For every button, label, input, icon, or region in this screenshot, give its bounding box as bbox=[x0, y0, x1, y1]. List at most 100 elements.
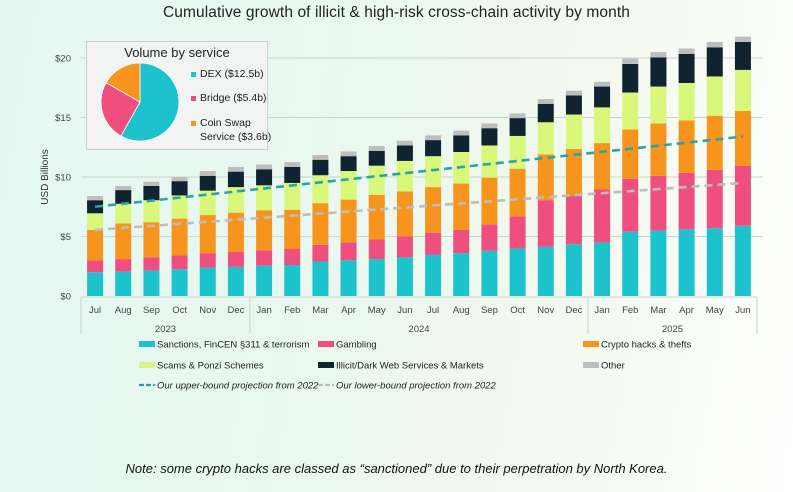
bar-segment bbox=[312, 159, 329, 176]
legend-item: Our upper-bound projection from 2022 bbox=[139, 381, 319, 392]
y-tick-label: $0 bbox=[60, 292, 71, 303]
bar-segment bbox=[284, 248, 301, 266]
legend-item: Illicit/Dark Web Services & Markets bbox=[318, 361, 484, 372]
bar-segment bbox=[340, 260, 357, 296]
bar-segment bbox=[227, 251, 244, 267]
x-tick-label: Jan bbox=[256, 305, 271, 316]
bar-segment bbox=[368, 146, 385, 151]
legend-swatch bbox=[139, 362, 155, 368]
bar-segment bbox=[368, 150, 385, 166]
bar-segment bbox=[312, 154, 329, 160]
bar-segment bbox=[537, 246, 554, 296]
legend-item: Gambling bbox=[318, 340, 377, 351]
bar-stack bbox=[312, 154, 329, 296]
bar-stack bbox=[425, 135, 442, 296]
projection-line bbox=[94, 135, 744, 209]
legend-item: Sanctions, FinCEN §311 & terrorism bbox=[139, 340, 309, 351]
bar-segment bbox=[143, 185, 160, 201]
bar-segment bbox=[706, 228, 723, 296]
pie-legend-label: Bridge ($5.4b) bbox=[200, 92, 267, 104]
bar-segment bbox=[734, 69, 751, 111]
x-tick-label: Mar bbox=[312, 305, 328, 316]
legend-label: Gambling bbox=[336, 340, 377, 351]
bar-segment bbox=[509, 113, 526, 119]
bar-stack bbox=[227, 166, 244, 296]
bar-segment bbox=[396, 236, 413, 258]
bar-segment bbox=[537, 122, 554, 155]
pie-legend-swatch bbox=[191, 96, 196, 101]
x-tick-label: Jan bbox=[594, 305, 609, 316]
bar-segment bbox=[594, 86, 611, 108]
bar-segment bbox=[453, 253, 470, 296]
legend-item: Our lower-bound projection from 2022 bbox=[318, 381, 497, 392]
bar-segment bbox=[537, 200, 554, 247]
legend-label: Crypto hacks & thefts bbox=[601, 340, 692, 351]
x-tick-label: Jun bbox=[397, 305, 412, 316]
x-tick-label: Feb bbox=[284, 305, 300, 316]
bar-segment bbox=[537, 99, 554, 104]
bar-segment bbox=[368, 239, 385, 260]
bar-segment bbox=[565, 90, 582, 96]
bar-segment bbox=[706, 41, 723, 48]
bar-segment bbox=[678, 48, 695, 54]
bar-segment bbox=[199, 267, 216, 296]
footnote: Note: some crypto hacks are classed as “… bbox=[125, 461, 668, 476]
bar-segment bbox=[199, 190, 216, 216]
bar-segment bbox=[706, 47, 723, 77]
bar-segment bbox=[312, 203, 329, 245]
bar-segment bbox=[227, 171, 244, 188]
x-tick-label: Apr bbox=[341, 305, 356, 316]
x-tick-label: Aug bbox=[453, 305, 470, 316]
projection-line bbox=[94, 181, 744, 232]
bar-segment bbox=[509, 118, 526, 136]
bar-segment bbox=[481, 145, 498, 178]
bar-segment bbox=[481, 128, 498, 146]
bar-segment bbox=[622, 63, 639, 93]
bar-segment bbox=[734, 36, 751, 42]
bar-segment bbox=[115, 271, 132, 296]
y-tick-label: $15 bbox=[55, 113, 71, 124]
pie-legend-item: Bridge ($5.4b) bbox=[191, 92, 267, 104]
pie-legend-label: DEX ($12.5b) bbox=[200, 68, 264, 80]
bar-stack bbox=[143, 181, 160, 296]
bar-segment bbox=[537, 154, 554, 201]
bar-segment bbox=[706, 115, 723, 170]
legend-swatch bbox=[318, 341, 334, 347]
bar-stack bbox=[509, 113, 526, 296]
x-tick-label: May bbox=[706, 305, 724, 316]
bar-segment bbox=[650, 230, 667, 296]
bar-stack bbox=[171, 177, 188, 296]
pie-legend-swatch bbox=[191, 121, 196, 126]
bar-segment bbox=[734, 41, 751, 70]
bar-segment bbox=[256, 265, 273, 296]
x-tick-label: Nov bbox=[537, 305, 554, 316]
bar-segment bbox=[734, 110, 751, 166]
chart-title: Cumulative growth of illicit & high-risk… bbox=[163, 4, 630, 21]
bar-segment bbox=[368, 165, 385, 195]
x-tick-label: Feb bbox=[622, 305, 638, 316]
bar-segment bbox=[87, 272, 104, 296]
pie-legend-label: Coin Swap bbox=[200, 117, 251, 129]
bar-stack bbox=[87, 196, 104, 296]
bar-segment bbox=[481, 250, 498, 296]
year-label: 2023 bbox=[155, 324, 176, 335]
bar-stack bbox=[622, 58, 639, 296]
bar-segment bbox=[115, 203, 132, 224]
bar-segment bbox=[227, 187, 244, 213]
bar-segment bbox=[396, 140, 413, 146]
bar-segment bbox=[115, 185, 132, 191]
bar-segment bbox=[622, 92, 639, 130]
bar-segment bbox=[678, 120, 695, 173]
bar-stack bbox=[678, 48, 695, 296]
bar-segment bbox=[171, 177, 188, 182]
legend-item: Crypto hacks & thefts bbox=[583, 340, 692, 351]
bar-segment bbox=[284, 182, 301, 210]
x-tick-label: Jul bbox=[427, 305, 439, 316]
pie-slice bbox=[100, 82, 141, 137]
bar-segment bbox=[622, 178, 639, 232]
x-tick-label: Dec bbox=[565, 305, 582, 316]
x-tick-label: May bbox=[368, 305, 386, 316]
x-tick-label: Apr bbox=[679, 305, 694, 316]
bar-segment bbox=[396, 257, 413, 296]
